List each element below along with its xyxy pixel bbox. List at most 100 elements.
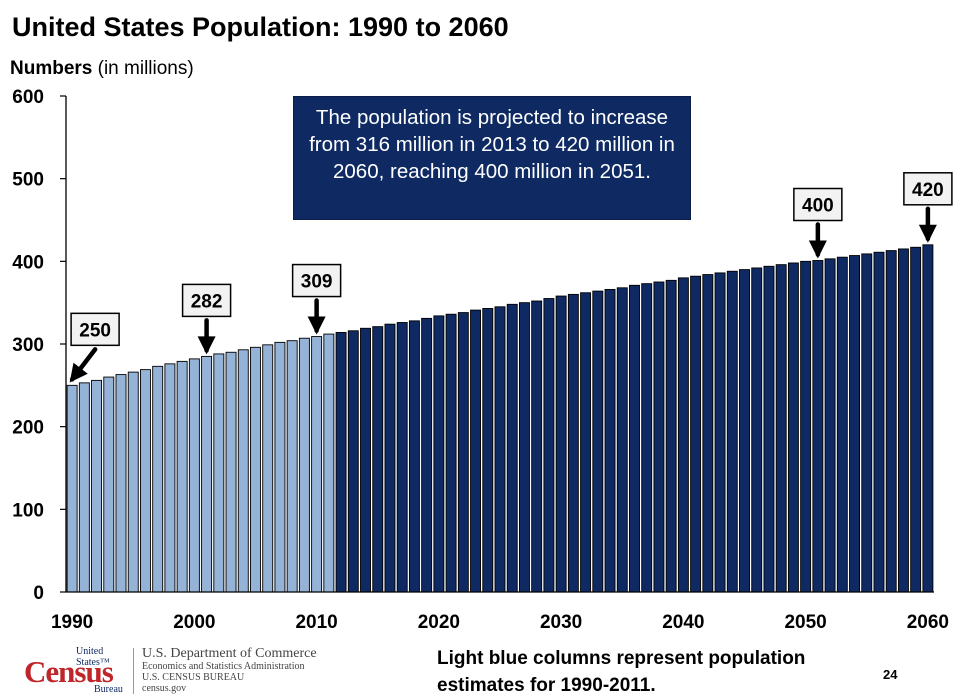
bar-2031 <box>567 293 579 593</box>
bar-2038 <box>653 281 665 593</box>
bar-1992 <box>91 379 103 593</box>
bar-2019 <box>421 317 433 593</box>
bar-2007 <box>274 341 286 593</box>
arrow-head-icon <box>197 336 216 355</box>
arrow-head-icon <box>808 240 827 259</box>
callout-box <box>793 187 843 222</box>
bar-2045 <box>739 269 750 593</box>
callout-label: 282 <box>191 291 223 312</box>
bar-2000 <box>188 358 200 593</box>
bar-2023 <box>470 309 482 593</box>
bar-2030 <box>555 295 567 593</box>
department-block: U.S. Department of Commerce Economics an… <box>142 646 317 694</box>
arrow-head-icon <box>918 224 937 243</box>
callout-box <box>903 172 953 206</box>
bar-2060 <box>922 244 934 593</box>
callout-282: 282 <box>181 283 232 355</box>
bar-1994 <box>115 374 127 593</box>
bars <box>66 244 934 593</box>
department-bureau: U.S. CENSUS BUREAU <box>142 672 245 683</box>
callout-label: 309 <box>301 272 333 293</box>
bar-2013 <box>347 330 359 593</box>
bar-2005 <box>250 346 261 593</box>
callout-250: 250 <box>69 312 120 383</box>
department-url: census.gov <box>142 683 187 694</box>
bar-2047 <box>763 265 775 593</box>
bar-2018 <box>408 320 420 593</box>
logo-divider <box>133 648 134 694</box>
bar-2010 <box>311 336 323 593</box>
bar-2020 <box>433 315 445 593</box>
bar-2053 <box>836 256 848 593</box>
logo-bottom-text: Bureau <box>94 684 123 695</box>
x-tick-label: 1990 <box>51 612 93 633</box>
x-tick-label: 2030 <box>540 612 582 633</box>
x-tick-label: 2050 <box>784 612 826 633</box>
bar-1998 <box>164 363 176 593</box>
bar-2034 <box>604 288 616 593</box>
callout-label: 400 <box>802 196 834 217</box>
bar-2015 <box>372 326 384 593</box>
bar-2042 <box>702 274 714 593</box>
bar-2017 <box>396 322 408 593</box>
x-tick-label: 2000 <box>173 612 215 633</box>
bar-2049 <box>787 262 799 593</box>
department-name: U.S. Department of Commerce <box>142 646 317 661</box>
bar-2029 <box>543 298 555 593</box>
x-tick-label: 2010 <box>295 612 337 633</box>
x-tick-label: 2060 <box>907 612 949 633</box>
bar-2025 <box>494 306 506 593</box>
x-axis-tick-labels: 1990 2000 2010 2020 2030 2040 2050 2060 <box>51 612 949 633</box>
bar-2056 <box>873 251 885 593</box>
bar-2006 <box>262 344 274 593</box>
bar-2043 <box>714 272 726 593</box>
y-tick-label: 300 <box>12 335 44 356</box>
y-tick-label: 200 <box>12 418 44 439</box>
bar-2022 <box>457 312 469 593</box>
logo-main-text: Census <box>24 654 114 689</box>
y-tick-label: 100 <box>12 500 44 521</box>
bar-2021 <box>445 313 457 593</box>
bar-1995 <box>127 371 139 593</box>
logo-top-text: United States™ <box>76 646 110 668</box>
bar-2058 <box>897 248 909 593</box>
bar-2057 <box>885 250 897 593</box>
bar-2027 <box>518 302 530 593</box>
bar-2048 <box>775 264 787 593</box>
y-axis-ticks: 0 100 200 300 400 500 600 <box>12 87 66 604</box>
bar-2026 <box>506 303 518 593</box>
y-tick-label: 400 <box>12 252 44 273</box>
bar-2033 <box>592 290 604 593</box>
bar-1990 <box>66 384 78 593</box>
bar-2039 <box>665 279 677 593</box>
bar-2011 <box>323 333 335 593</box>
bar-2001 <box>201 355 213 593</box>
callout-box <box>70 312 120 347</box>
y-axis-label: Numbers (in millions) <box>10 58 194 80</box>
x-tick-label: 2020 <box>418 612 460 633</box>
y-axis-label-bold: Numbers <box>10 58 93 79</box>
bar-1996 <box>140 369 151 593</box>
bar-2004 <box>237 349 249 593</box>
census-bureau-logo: United States™ Census Bureau <box>24 646 128 696</box>
bar-2059 <box>910 246 922 593</box>
bar-1991 <box>78 382 90 593</box>
arrow-head-icon <box>69 362 88 383</box>
bar-2050 <box>800 260 812 593</box>
bar-2014 <box>360 327 371 593</box>
bar-2037 <box>641 283 653 593</box>
bar-2016 <box>384 323 396 593</box>
callout-420: 420 <box>903 172 953 243</box>
bar-2041 <box>690 275 702 593</box>
bar-2008 <box>286 340 298 593</box>
y-tick-label: 0 <box>33 583 44 604</box>
bar-2012 <box>335 331 347 593</box>
bar-2002 <box>213 353 225 593</box>
bar-2046 <box>751 267 763 593</box>
bar-2055 <box>861 253 873 593</box>
callout-400: 400 <box>793 187 843 259</box>
bar-2024 <box>482 308 494 593</box>
callout-box <box>181 283 232 318</box>
y-axis-label-unit: (in millions) <box>92 58 194 79</box>
bar-2032 <box>580 292 592 593</box>
